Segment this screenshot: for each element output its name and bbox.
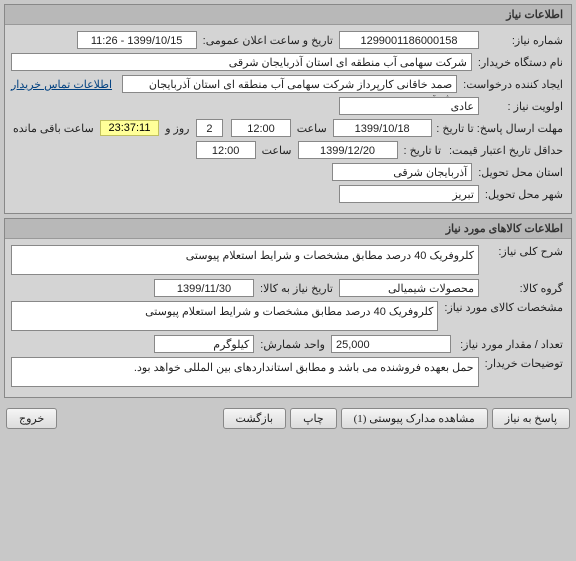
back-button[interactable]: بازگشت — [223, 408, 287, 429]
exit-button[interactable]: خروج — [6, 408, 57, 429]
group-field: محصولات شیمیالی — [339, 279, 479, 297]
min-valid-time: 12:00 — [196, 141, 256, 159]
reply-deadline-label: مهلت ارسال پاسخ: تا تاریخ : — [436, 122, 565, 135]
delivery-city-label: شهر محل تحویل: — [483, 188, 565, 201]
creator-field: صمد خاقانی کارپرداز شرکت سهامی آب منطقه … — [122, 75, 457, 93]
need-number-label: شماره نیاز: — [483, 34, 565, 47]
general-desc-field: کلروفریک 40 درصد مطابق مشخصات و شرایط اس… — [11, 245, 479, 275]
buyer-notes-label: توضیحات خریدار: — [483, 357, 565, 370]
announce-label: تاریخ و ساعت اعلان عمومی: — [201, 34, 335, 47]
countdown-suffix: ساعت باقی مانده — [11, 122, 96, 135]
need-by-label: تاریخ نیاز به کالا: — [258, 282, 335, 295]
goods-info-header: اطلاعات کالاهای مورد نیاز — [5, 219, 571, 239]
need-number-field: 1299001186000158 — [339, 31, 479, 49]
need-info-panel: اطلاعات نیاز شماره نیاز: 129900118600015… — [4, 4, 572, 214]
reply-deadline-time: 12:00 — [231, 119, 290, 137]
priority-label: اولویت نیاز : — [483, 100, 565, 113]
general-desc-label: شرح کلی نیاز: — [483, 245, 565, 258]
qty-field: 25,000 — [331, 335, 451, 353]
group-label: گروه کالا: — [483, 282, 565, 295]
days-label: روز و — [163, 122, 191, 135]
priority-field: عادی — [339, 97, 479, 115]
buyer-notes-field: حمل بعهده فروشنده می باشد و مطابق استاند… — [11, 357, 479, 387]
buyer-org-label: نام دستگاه خریدار: — [476, 56, 565, 69]
print-button[interactable]: چاپ — [290, 408, 337, 429]
min-valid-to-label: تا تاریخ : — [402, 144, 443, 157]
need-info-header: اطلاعات نیاز — [5, 5, 571, 25]
qty-label: تعداد / مقدار مورد نیاز: — [455, 338, 565, 351]
time-label-1: ساعت — [295, 122, 329, 135]
item-spec-label: مشخصات کالای مورد نیاز: — [442, 301, 565, 314]
need-by-field: 1399/11/30 — [154, 279, 254, 297]
delivery-province-label: استان محل تحویل: — [476, 166, 565, 179]
reply-deadline-date: 1399/10/18 — [333, 119, 432, 137]
contact-link[interactable]: اطلاعات تماس خریدار — [11, 78, 112, 91]
item-spec-field: کلروفریک 40 درصد مطابق مشخصات و شرایط اس… — [11, 301, 438, 331]
attachments-button[interactable]: مشاهده مدارک پیوستی (1) — [341, 408, 488, 429]
reply-button[interactable]: پاسخ به نیاز — [492, 408, 570, 429]
buyer-org-field: شرکت سهامی آب منطقه ای استان آذربایجان ش… — [11, 53, 472, 71]
min-valid-label: حداقل تاریخ اعتبار قیمت: — [447, 144, 565, 157]
announce-field: 1399/10/15 - 11:26 — [77, 31, 197, 49]
days-remain-field: 2 — [196, 119, 224, 137]
countdown-field: 23:37:11 — [100, 120, 159, 136]
unit-label: واحد شمارش: — [258, 338, 327, 351]
min-valid-date: 1399/12/20 — [298, 141, 398, 159]
goods-info-panel: اطلاعات کالاهای مورد نیاز شرح کلی نیاز: … — [4, 218, 572, 398]
delivery-city-field: تبریز — [339, 185, 479, 203]
creator-label: ایجاد کننده درخواست: — [461, 78, 565, 91]
unit-field: کیلوگرم — [154, 335, 254, 353]
time-label-2: ساعت — [260, 144, 294, 157]
delivery-province-field: آذربایجان شرقی — [332, 163, 472, 181]
button-bar: پاسخ به نیاز مشاهده مدارک پیوستی (1) چاپ… — [0, 402, 576, 435]
